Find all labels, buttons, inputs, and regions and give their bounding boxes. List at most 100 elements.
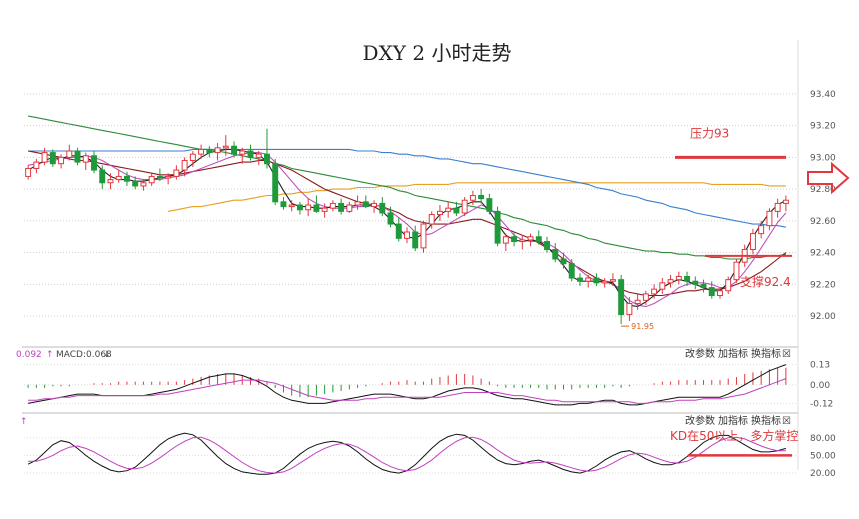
candle-body	[371, 202, 378, 208]
candle-body	[717, 290, 723, 297]
kd-tick-label: 50.00	[810, 451, 836, 461]
candle-body	[486, 198, 493, 212]
candle-body	[321, 207, 328, 212]
candle-body	[66, 150, 73, 158]
macd-change-params-button[interactable]: 改参数	[685, 347, 715, 360]
ma-line-2	[28, 115, 787, 260]
kd-change-params-button[interactable]: 改参数	[685, 414, 715, 427]
candle-body	[305, 204, 312, 211]
chart-title: DXY 2 小时走势	[363, 41, 512, 65]
candle-body	[338, 202, 345, 212]
candle-body	[58, 156, 65, 165]
kd-controls: 改参数 加指标 换指标 ☒	[685, 414, 791, 427]
kd-annotation-label: KD在50以上，多方掌控	[670, 428, 798, 443]
candle-body	[733, 261, 740, 281]
candle-body	[165, 175, 172, 179]
candle-body	[264, 153, 270, 165]
candle-body	[576, 277, 583, 282]
candle-body	[123, 175, 130, 182]
macd-dea-line	[28, 378, 787, 404]
candle-body	[659, 282, 666, 290]
candle-body	[494, 210, 501, 244]
candle-body	[231, 145, 238, 155]
candle-body	[156, 175, 163, 179]
candle-body	[626, 302, 633, 316]
candle-body	[585, 277, 592, 282]
candle-body	[395, 223, 402, 239]
macd-close-icon[interactable]: ☒	[782, 349, 791, 360]
candle-body	[296, 204, 303, 211]
candle-body	[189, 153, 196, 162]
candle-body	[173, 169, 180, 177]
candle-body	[313, 204, 320, 212]
y-tick-label: 92.60	[810, 217, 836, 227]
candle-body	[354, 201, 361, 206]
candle-body	[684, 275, 691, 282]
y-tick-label: 93.40	[810, 90, 836, 100]
candle-body	[667, 279, 674, 284]
macd-grid	[24, 364, 798, 404]
macd-y-axis: 0.13 0.00 -0.12	[810, 361, 833, 410]
macd-label: MACD:0.068	[56, 350, 112, 360]
candle-body	[618, 279, 625, 316]
candle-body	[107, 179, 114, 184]
kd-y-axis: 80.00 50.00 20.00	[810, 434, 836, 479]
candle-body	[766, 210, 773, 227]
candle-body	[568, 263, 575, 279]
candle-body	[82, 155, 89, 163]
candle-body	[41, 152, 48, 163]
y-tick-label: 93.20	[810, 122, 836, 132]
macd-tick-label: -0.12	[810, 399, 833, 409]
macd-histogram	[27, 367, 787, 398]
candle-body	[222, 145, 229, 149]
candle-body	[272, 163, 279, 203]
candle-body	[428, 214, 435, 225]
candle-body	[782, 199, 789, 204]
kd-lines	[27, 432, 787, 475]
candle-body	[527, 236, 534, 241]
kd-add-indicator-button[interactable]: 加指标	[718, 414, 748, 427]
candle-body	[198, 148, 205, 155]
kd-close-icon[interactable]: ☒	[782, 416, 791, 427]
macd-value-label: 0.092	[16, 350, 42, 360]
candle-body	[675, 275, 682, 281]
ma-line-1	[28, 148, 787, 228]
candle-body	[700, 283, 707, 289]
candle-body	[609, 279, 616, 282]
y-tick-label: 92.80	[810, 185, 836, 195]
arrow-right-icon	[807, 161, 850, 195]
candle-body	[404, 231, 410, 239]
low-label: 91.95	[631, 322, 654, 331]
candle-body	[91, 155, 97, 171]
candle-body	[519, 239, 526, 243]
candle-body	[436, 210, 443, 216]
candle-body	[601, 280, 608, 284]
candle-body	[362, 201, 369, 208]
macd-add-indicator-button[interactable]: 加指标	[718, 347, 748, 360]
macd-lines	[28, 364, 787, 406]
candle-body	[749, 233, 756, 250]
candle-body	[651, 288, 658, 295]
candle-body	[502, 236, 509, 244]
ma-line-3	[27, 150, 787, 297]
candle-body	[379, 202, 386, 214]
candle-body	[140, 182, 147, 187]
candle-body	[132, 180, 139, 187]
macd-tick-label: 0.00	[810, 381, 830, 391]
candle-body	[552, 248, 559, 260]
y-tick-label: 92.40	[810, 249, 836, 259]
candlesticks	[25, 128, 789, 325]
kd-annotation: KD在50以上，多方掌控	[670, 428, 798, 457]
candle-body	[412, 231, 419, 249]
candle-body	[181, 160, 188, 171]
candle-body	[634, 299, 641, 304]
kd-switch-indicator-button[interactable]: 换指标	[751, 414, 781, 427]
candle-body	[478, 194, 485, 200]
candle-body	[280, 201, 287, 208]
kd-up-arrow-icon: ↑	[20, 417, 28, 427]
candle-body	[329, 202, 336, 209]
candle-body	[239, 150, 246, 155]
candle-body	[247, 150, 254, 158]
macd-switch-indicator-button[interactable]: 换指标	[751, 347, 781, 360]
